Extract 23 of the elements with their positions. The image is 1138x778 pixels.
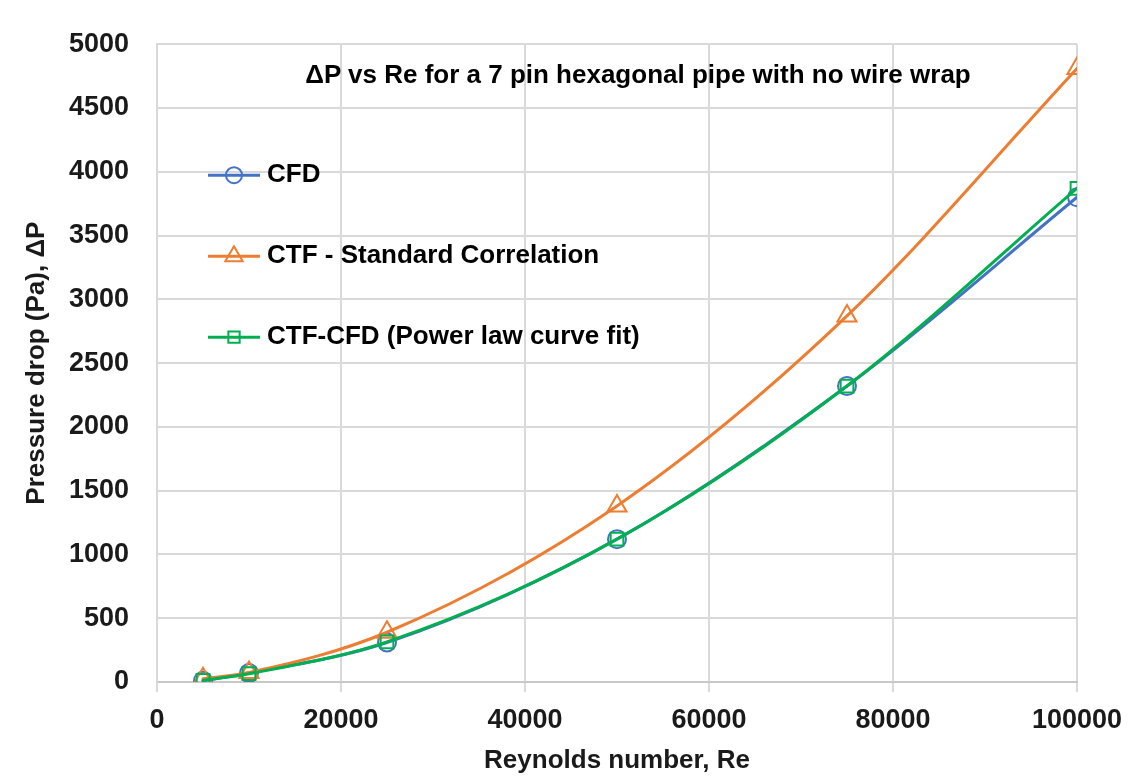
y-tick-label: 4000 [68, 155, 129, 186]
y-tick-label: 3500 [68, 218, 129, 249]
x-axis-title: Reynolds number, Re [484, 743, 750, 774]
y-tick-label: 1500 [68, 474, 129, 505]
x-tick-label: 100000 [1031, 703, 1123, 734]
legend-label: CTF-CFD (Power law curve fit) [267, 320, 640, 351]
y-tick-label: 1000 [68, 537, 129, 568]
text: ΔP vs Re for a 7 pin hexagonal pipe with no wire wrap [305, 59, 971, 90]
y-tick-label: 4500 [68, 91, 129, 122]
y-tick-label: 0 [113, 665, 129, 696]
x-tick-label: 60000 [671, 703, 747, 734]
y-tick-label: 500 [83, 601, 129, 632]
x-tick-label: 20000 [303, 703, 379, 734]
x-tick-label: 80000 [855, 703, 931, 734]
y-tick-label: 2000 [68, 410, 129, 441]
legend-label: CTF - Standard Correlation [267, 239, 600, 270]
legend-label: CFD [267, 158, 321, 189]
y-tick-label: 5000 [68, 27, 129, 58]
y-axis-title: Pressure drop (Pa), ΔP [19, 221, 50, 505]
x-tick-label: 40000 [487, 703, 563, 734]
y-tick-label: 3000 [68, 282, 129, 313]
x-tick-label: 0 [149, 703, 165, 734]
y-tick-label: 2500 [68, 346, 129, 377]
